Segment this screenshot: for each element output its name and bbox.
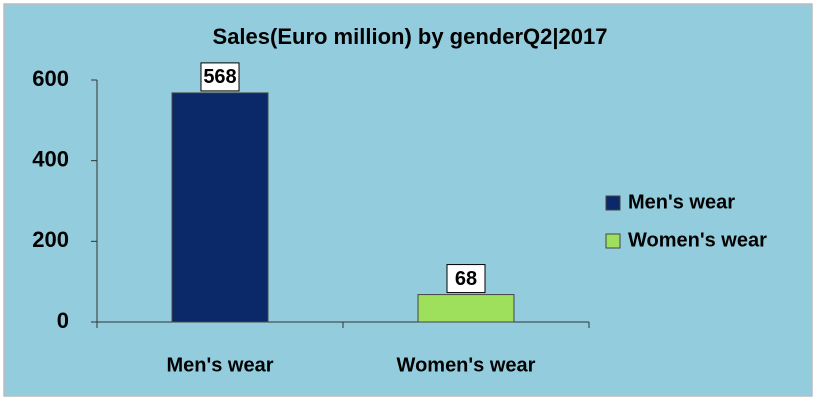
data-label: 68 (455, 268, 477, 290)
x-tick-label: Women's wear (397, 354, 536, 376)
y-tick-label: 200 (32, 227, 69, 252)
bar (417, 294, 515, 323)
legend-swatch (605, 195, 621, 211)
chart-background (3, 3, 813, 397)
data-label: 568 (203, 66, 236, 88)
y-tick-label: 0 (57, 308, 69, 333)
legend-label: Men's wear (628, 191, 735, 213)
chart-title: Sales(Euro million) by genderQ2|2017 (213, 24, 608, 49)
y-tick-label: 600 (32, 66, 69, 91)
data-label-box (446, 264, 486, 294)
data-label-box (200, 62, 240, 92)
legend-swatch (605, 233, 621, 249)
y-tick-label: 400 (32, 146, 69, 171)
legend-label: Women's wear (628, 229, 767, 251)
x-tick-label: Men's wear (166, 354, 273, 376)
bar (171, 92, 269, 323)
